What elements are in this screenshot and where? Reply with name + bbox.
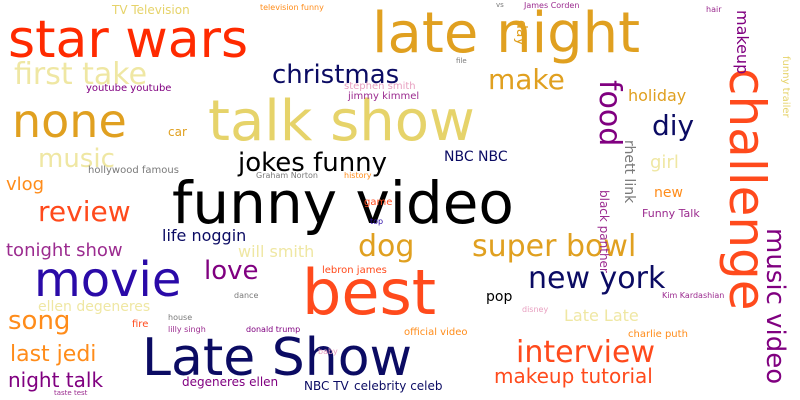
word: food: [592, 80, 627, 147]
word: music video: [760, 228, 790, 385]
word: Graham Norton: [256, 171, 318, 180]
word: late night: [372, 1, 641, 66]
word: pop: [486, 289, 513, 305]
word: official video: [404, 327, 468, 338]
word: vs: [496, 1, 504, 9]
word: hair: [706, 5, 722, 14]
word: none: [12, 94, 127, 148]
word: baby: [318, 347, 338, 356]
word: dance: [234, 291, 259, 300]
word: disney: [522, 305, 549, 314]
word: new: [654, 185, 683, 201]
word: first take: [14, 57, 148, 92]
word: top: [370, 217, 384, 226]
word: super bowl: [472, 229, 637, 264]
word: lebron james: [322, 265, 387, 276]
word: will smith: [238, 242, 315, 261]
word: movie: [34, 252, 182, 308]
word: NBC TV: [304, 379, 349, 393]
word: challenge: [718, 68, 776, 311]
word: make: [488, 63, 565, 96]
word: TV Television: [112, 3, 190, 17]
word: song: [8, 306, 71, 336]
word: talk show: [208, 89, 475, 154]
word: star wars: [8, 10, 249, 70]
word: funny video: [172, 169, 514, 237]
word: NBC NBC: [444, 149, 508, 165]
word: black panther: [597, 190, 611, 273]
word: game: [364, 197, 393, 208]
word: car: [168, 125, 187, 139]
word: girl: [650, 152, 679, 173]
word: lilly singh: [168, 325, 206, 334]
word: interview: [516, 335, 655, 370]
word: life noggin: [162, 226, 247, 245]
word: best: [302, 256, 437, 329]
word: Late Late: [564, 306, 639, 325]
word: jokes funny: [238, 148, 388, 178]
word: vlog: [6, 174, 45, 195]
word: holiday: [628, 86, 687, 105]
word: rhett link: [621, 140, 637, 204]
word: night talk: [8, 368, 104, 392]
word: music: [38, 144, 115, 174]
word: taste test: [54, 389, 88, 397]
word: christmas: [272, 60, 400, 90]
word: Funny Talk: [642, 207, 700, 220]
word: stephen smith: [344, 81, 416, 92]
word: youtube youtube: [86, 83, 172, 94]
word: dog: [358, 229, 415, 264]
word: history: [344, 171, 372, 180]
word: love: [204, 256, 259, 286]
word: day: [513, 20, 529, 46]
word: Kim Kardashian: [662, 291, 725, 300]
word: donald trump: [246, 325, 301, 334]
word: tonight show: [6, 240, 123, 261]
word: celebrity celeb: [354, 379, 443, 393]
word: makeup: [733, 10, 752, 75]
word: television funny: [260, 3, 324, 12]
word: charlie puth: [628, 329, 688, 340]
word: hollywood famous: [88, 165, 179, 176]
word: James Corden: [524, 1, 580, 10]
word: degeneres ellen: [182, 375, 279, 389]
word: fire: [132, 319, 149, 330]
word: ellen degeneres: [38, 299, 151, 315]
word: makeup tutorial: [494, 364, 653, 388]
word: jimmy kimmel: [348, 91, 420, 102]
word: last jedi: [10, 342, 97, 367]
word: file: [456, 57, 467, 65]
word: funny trailer: [780, 56, 791, 118]
word: house: [168, 313, 193, 322]
word: diy: [652, 109, 695, 142]
word: review: [38, 195, 131, 228]
word: Late Show: [142, 328, 413, 388]
word: new york: [528, 261, 666, 296]
